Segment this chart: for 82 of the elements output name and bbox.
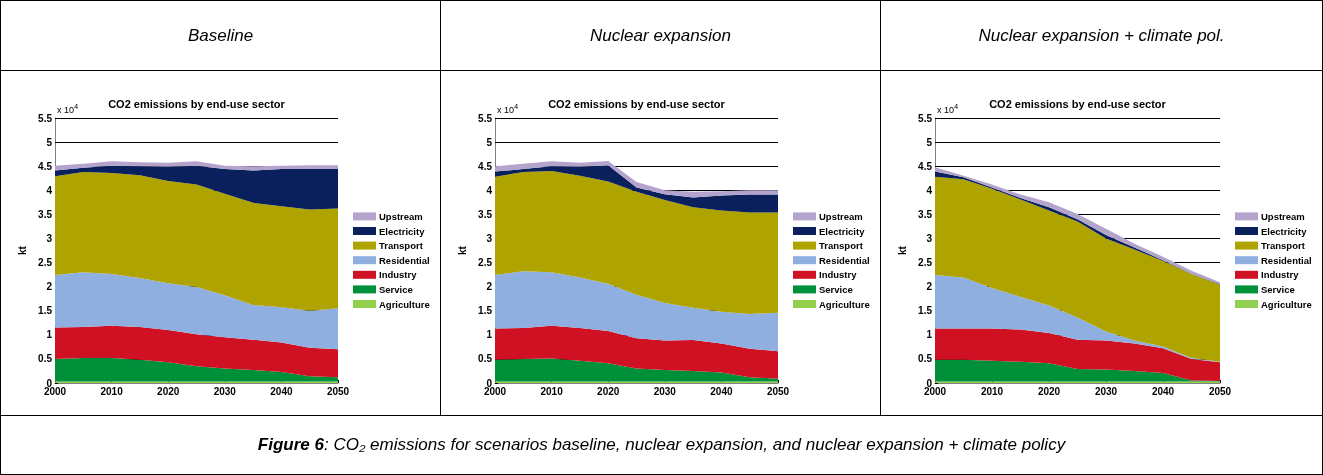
x-tick-label: 2050: [1208, 385, 1232, 397]
y-tick-label: 0.5: [478, 353, 493, 365]
y-tick-label: 3.5: [918, 208, 933, 220]
y-tick-label: 1: [926, 329, 933, 341]
y-tick-label: 5: [926, 136, 933, 148]
legend-label: Transport: [379, 240, 424, 252]
x-tick-label: 2010: [540, 385, 564, 397]
y-tick-label: 4.5: [918, 160, 933, 172]
y-tick-label: 5: [46, 136, 53, 148]
y-tick-label: 3: [926, 232, 933, 244]
y-tick-label: 1: [486, 329, 493, 341]
y-tick-label: 1: [46, 329, 53, 341]
caption: Figure 6: CO₂ emissions for scenarios baseline, nuclear expansion, and nuclear expansion + climate policy: [257, 435, 1066, 454]
legend-label: Agriculture: [1261, 298, 1312, 310]
legend-label: Industry: [1261, 269, 1300, 281]
y-tick-label: 3: [46, 232, 53, 244]
x-tick-label: 2050: [326, 385, 350, 397]
legend-label: Agriculture: [819, 298, 870, 310]
legend-label: Industry: [379, 269, 418, 281]
legend-label: Electricity: [1261, 225, 1308, 237]
chart-subtitle: CO2 emissions by end-use sector: [989, 97, 1167, 110]
legend-label: Upstream: [1261, 210, 1305, 222]
y-tick-label: 5.5: [38, 112, 53, 124]
x-tick-label: 2010: [980, 385, 1004, 397]
y-tick-label: 0.5: [38, 353, 53, 365]
legend-label: Agriculture: [379, 298, 430, 310]
legend-label: Service: [819, 283, 853, 295]
x-tick-label: 2050: [766, 385, 790, 397]
y-tick-label: 5.5: [478, 112, 493, 124]
legend-label: Electricity: [819, 225, 866, 237]
y-axis-title: kt: [896, 245, 908, 255]
y-axis-title: kt: [456, 245, 468, 255]
y-tick-label: 2.5: [478, 257, 493, 269]
x-tick-label: 2010: [100, 385, 124, 397]
x-tick-label: 2020: [597, 385, 620, 397]
x-tick-label: 2040: [270, 385, 293, 397]
x-tick-label: 2030: [213, 385, 237, 397]
x-tick-label: 2030: [653, 385, 677, 397]
y-tick-label: 3.5: [478, 208, 493, 220]
legend-label: Electricity: [379, 225, 426, 237]
chart-subtitle: CO2 emissions by end-use sector: [108, 97, 286, 110]
y-tick-label: 4: [926, 184, 933, 196]
y-tick-label: 2: [926, 281, 933, 293]
y-tick-label: 4: [486, 184, 493, 196]
legend-label: Upstream: [819, 210, 863, 222]
chart-title: Nuclear expansion: [441, 1, 880, 71]
y-tick-label: 0.5: [918, 353, 933, 365]
x-tick-label: 2030: [1094, 385, 1118, 397]
y-tick-label: 2.5: [918, 257, 933, 269]
legend-label: Service: [379, 283, 413, 295]
legend-label: Residential: [1261, 254, 1312, 266]
legend-label: Residential: [819, 254, 870, 266]
x-tick-label: 2020: [157, 385, 180, 397]
y-tick-label: 2.5: [38, 257, 53, 269]
y-tick-label: 4.5: [38, 160, 53, 172]
y-tick-label: 3.5: [38, 208, 53, 220]
y-tick-label: 5: [486, 136, 493, 148]
x-tick-label: 2040: [710, 385, 733, 397]
chart-title: Nuclear expansion + climate pol.: [881, 1, 1322, 71]
text: x 10$^{4}$: [57, 101, 79, 116]
y-tick-label: 2: [486, 281, 493, 293]
legend-label: Transport: [1261, 240, 1306, 252]
y-tick-label: 1.5: [38, 305, 53, 317]
y-tick-label: 1.5: [918, 305, 933, 317]
chart-title: Baseline: [1, 1, 440, 71]
legend-label: Industry: [819, 269, 858, 281]
y-tick-label: 2: [46, 281, 53, 293]
y-tick-label: 1.5: [478, 305, 493, 317]
text: x 10$^{4}$: [497, 101, 519, 116]
y-tick-label: 3: [486, 232, 493, 244]
y-tick-label: 5.5: [918, 112, 933, 124]
legend-label: Service: [1261, 283, 1295, 295]
chart-subtitle: CO2 emissions by end-use sector: [548, 97, 726, 110]
legend-label: Residential: [379, 254, 430, 266]
x-tick-label: 2040: [1151, 385, 1175, 397]
y-tick-label: 4.5: [478, 160, 493, 172]
y-tick-label: 4: [46, 184, 53, 196]
legend-label: Upstream: [379, 210, 423, 222]
legend-label: Transport: [819, 240, 864, 252]
text: x 10$^{4}$: [937, 101, 959, 116]
x-tick-label: 2020: [1037, 385, 1061, 397]
y-axis-title: kt: [16, 245, 28, 255]
